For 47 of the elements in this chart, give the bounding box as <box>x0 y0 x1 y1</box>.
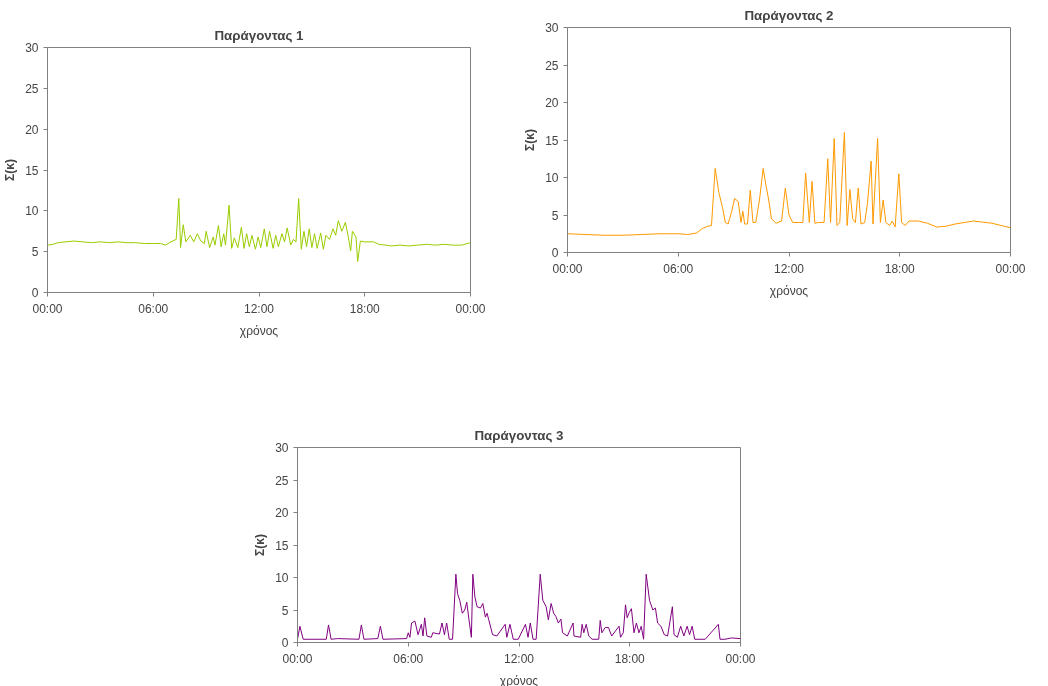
line-series <box>567 132 1011 236</box>
y-tick-label: 20 <box>25 122 39 137</box>
x-tick-label: 18:00 <box>614 651 646 666</box>
x-tick-label: 00:00 <box>725 651 756 666</box>
y-tick-label: 5 <box>551 208 559 223</box>
y-axis-title: Σ(κ) <box>253 534 268 556</box>
x-tick-label: 18:00 <box>884 261 916 276</box>
x-tick-label: 12:00 <box>773 261 805 276</box>
x-axis-title: χρόνος <box>769 283 809 298</box>
y-tick-label: 15 <box>275 538 289 553</box>
y-tick-label: 5 <box>31 245 39 260</box>
y-tick-label: 20 <box>545 96 559 110</box>
y-tick-label: 0 <box>281 636 289 650</box>
x-tick-label: 18:00 <box>349 301 381 316</box>
y-tick-label: 5 <box>281 603 289 618</box>
x-tick-label: 00:00 <box>282 651 313 666</box>
x-tick-label: 00:00 <box>32 301 63 316</box>
y-tick-label: 25 <box>275 473 289 488</box>
x-axis-title: χρόνος <box>239 323 279 338</box>
chart-title: Παράγοντας 2 <box>744 7 834 23</box>
y-tick-label: 10 <box>25 204 39 219</box>
y-axis-title: Σ(κ) <box>523 129 538 151</box>
line-series <box>47 198 471 262</box>
y-tick-label: 10 <box>545 171 559 185</box>
y-tick-label: 15 <box>25 163 39 178</box>
y-tick-label: 30 <box>275 441 289 455</box>
y-tick-label: 15 <box>545 133 559 148</box>
x-tick-label: 00:00 <box>552 261 583 276</box>
y-tick-label: 20 <box>275 506 289 520</box>
y-tick-label: 30 <box>545 21 559 35</box>
y-tick-label: 25 <box>545 58 559 73</box>
y-axis-title: Σ(κ) <box>3 159 18 181</box>
y-tick-label: 30 <box>25 41 39 55</box>
x-tick-label: 00:00 <box>455 301 486 316</box>
y-tick-label: 0 <box>31 286 39 300</box>
line-series <box>297 573 741 640</box>
x-tick-label: 06:00 <box>393 651 424 666</box>
x-tick-label: 06:00 <box>663 261 694 276</box>
x-tick-label: 12:00 <box>503 651 535 666</box>
x-tick-label: 00:00 <box>995 261 1026 276</box>
y-tick-label: 10 <box>275 571 289 585</box>
y-tick-label: 25 <box>25 81 39 96</box>
chart-title: Παράγοντας 1 <box>214 27 305 43</box>
x-tick-label: 06:00 <box>138 301 169 316</box>
y-tick-label: 0 <box>551 246 559 260</box>
chart-title: Παράγοντας 3 <box>474 427 564 443</box>
x-tick-label: 12:00 <box>243 301 275 316</box>
